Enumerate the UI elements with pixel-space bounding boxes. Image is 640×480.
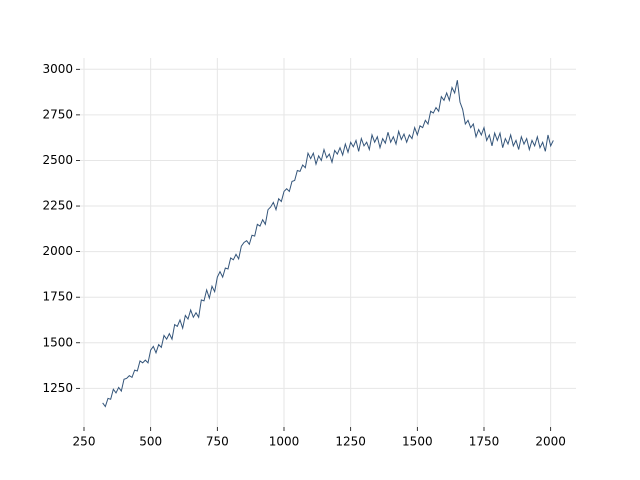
x-tick-label: 1750 [469, 435, 500, 449]
y-tick-label: 1750 [42, 290, 73, 304]
y-tick-label: 3000 [42, 62, 73, 76]
x-tick-label: 1000 [269, 435, 300, 449]
x-tick-label: 750 [206, 435, 229, 449]
x-tick-label: 250 [73, 435, 96, 449]
x-tick-label: 1250 [335, 435, 366, 449]
y-tick-label: 2250 [42, 199, 73, 213]
y-tick-label: 2500 [42, 153, 73, 167]
y-tick-label: 2750 [42, 107, 73, 121]
y-tick-label: 1500 [42, 335, 73, 349]
x-tick-label: 2000 [535, 435, 566, 449]
x-tick-label: 500 [139, 435, 162, 449]
data-line [102, 80, 554, 408]
x-tick-label: 1500 [402, 435, 433, 449]
y-tick-label: 1250 [42, 381, 73, 395]
y-tick-label: 2000 [42, 244, 73, 258]
